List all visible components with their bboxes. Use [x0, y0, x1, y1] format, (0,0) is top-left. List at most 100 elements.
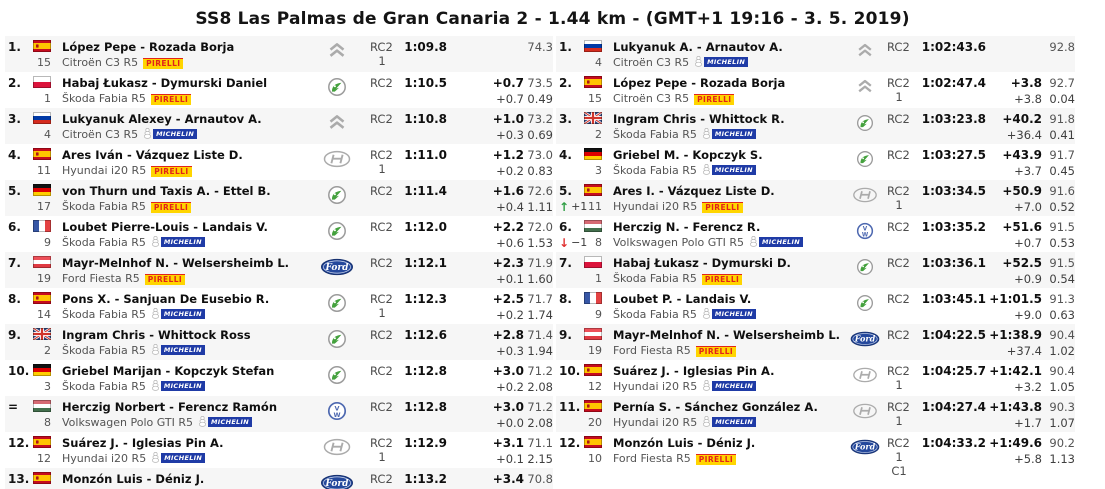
loss-coefficient: 0.53 — [1049, 236, 1075, 250]
gap-to-leader: +3.0 — [492, 400, 524, 414]
gap-to-leader: +1.2 — [492, 148, 524, 162]
crew-names[interactable]: Ingram Chris - Whittock Ross — [62, 328, 251, 342]
class-cell: RC2 — [365, 112, 399, 142]
crew-names[interactable]: Ingram Chris - Whittock R. — [613, 112, 785, 126]
gap-to-previous: +0.2 — [496, 164, 524, 178]
result-row: 12. 10 Monzón Luis - Déniz J. Ford Fiest… — [556, 432, 1075, 478]
pirelli-logo-icon: PIRELLI — [146, 200, 192, 214]
car-number: 9 — [44, 236, 51, 249]
loss-coefficient: 1.94 — [527, 344, 553, 358]
avg-speed: 91.6 — [1049, 184, 1075, 198]
position: 12. — [559, 436, 581, 450]
crew-names[interactable]: Pernía S. - Sánchez González A. — [613, 400, 818, 414]
position: 6. — [8, 220, 21, 234]
class-label: RC2 — [370, 400, 393, 414]
crew-names[interactable]: López Pepe - Rozada Borja — [613, 76, 786, 90]
car-model: Citroën C3 R5 — [613, 92, 690, 105]
result-row: 9. 19 Mayr-Melnhof N. - Welsersheimb L. … — [556, 324, 1075, 360]
class-cell: RC2 — [882, 112, 912, 142]
gap-to-previous: +0.4 — [496, 200, 524, 214]
class-cell: RC2 — [365, 400, 399, 430]
avg-speed: 71.2 — [527, 400, 553, 414]
gap-to-leader: +2.3 — [492, 256, 524, 270]
result-row: 7. 19 Mayr-Melnhof N. - Welsersheimb L. … — [5, 252, 553, 288]
gap-to-leader — [986, 40, 1042, 54]
class-cell: RC2 — [882, 220, 912, 250]
crew-names[interactable]: Ares I. - Vázquez Liste D. — [613, 184, 775, 198]
position: 6. — [559, 220, 572, 234]
michelin-logo-icon: MICHELIN — [146, 343, 205, 359]
hu-flag-icon — [33, 400, 55, 414]
loss-coefficient: 0.52 — [1049, 200, 1075, 214]
car-number: 14 — [37, 308, 51, 321]
svg-text:W: W — [333, 411, 340, 419]
crew-names[interactable]: Mayr-Melnhof N. - Welsersheimb L. — [613, 328, 841, 342]
loss-coefficient: 0.45 — [1049, 164, 1075, 178]
crew-names[interactable]: Lukyanuk A. - Arnautov A. — [613, 40, 783, 54]
crew-names[interactable]: Loubet P. - Landais V. — [613, 292, 752, 306]
crew-names[interactable]: Loubet Pierre-Louis - Landais V. — [62, 220, 268, 234]
crew-names[interactable]: Mayr-Melnhof N. - Welsersheimb L. — [62, 256, 290, 270]
position: 12. — [8, 436, 30, 450]
result-row: 2. 1 Habaj Łukasz - Dymurski Daniel Škod… — [5, 72, 553, 108]
class-cell: RC2 — [365, 328, 399, 358]
loss-coefficient: 1.05 — [1049, 380, 1075, 394]
ru-flag-icon — [33, 112, 55, 126]
class-label: RC2 — [370, 40, 393, 54]
car-model: Volkswagen Polo GTI R5 — [613, 236, 745, 249]
loss-coefficient — [1042, 56, 1075, 70]
class-cell: RC2 — [882, 40, 912, 70]
gap-to-previous — [447, 56, 524, 70]
avg-speed: 90.4 — [1049, 364, 1075, 378]
crew-names[interactable]: Lukyanuk Alexey - Arnautov A. — [62, 112, 262, 126]
ru-flag-icon — [584, 40, 606, 54]
result-row: 8. 14 Pons X. - Sanjuan De Eusebio R. Šk… — [5, 288, 553, 324]
citroen-logo-icon — [848, 40, 882, 70]
crew-names[interactable]: Monzón Luis - Déniz J. — [613, 436, 756, 450]
gap-to-previous: +0.2 — [496, 380, 524, 394]
crew-names[interactable]: Griebel M. - Kopczyk S. — [613, 148, 763, 162]
gap-to-previous: +0.3 — [496, 344, 524, 358]
loss-coefficient: 0.69 — [527, 128, 553, 142]
crew-names[interactable]: von Thurn und Taxis A. - Ettel B. — [62, 184, 271, 198]
car-model: Volkswagen Polo GTI R5 — [62, 416, 194, 429]
crew-names[interactable]: Habaj Łukasz - Dymurski Daniel — [62, 76, 268, 90]
class-label: RC2 — [370, 364, 393, 378]
class-label: RC2 — [887, 364, 910, 378]
class-cell: RC2 — [882, 148, 912, 178]
de-flag-icon — [33, 184, 55, 198]
result-row: 13. Monzón Luis - Déniz J. Ford RC2 1:13… — [5, 468, 553, 489]
position: 8. — [8, 292, 21, 306]
avg-speed: 90.2 — [1049, 436, 1075, 450]
position: 9. — [559, 328, 572, 342]
car-model: Škoda Fabia R5 — [613, 272, 697, 285]
skoda-logo-icon — [309, 76, 365, 106]
class-cell: RC2 1 — [365, 40, 399, 70]
class-label: RC2 — [370, 328, 393, 342]
gap-to-previous: +3.7 — [1014, 164, 1042, 178]
crew-names[interactable]: Habaj Łukasz - Dymurski D. — [613, 256, 791, 270]
michelin-logo-icon: MICHELIN — [697, 307, 756, 323]
gap-to-previous: +3.8 — [1014, 92, 1042, 106]
result-row: 6. ↓ −1 8 Herczig N. - Ferencz R. Volkswa… — [556, 216, 1075, 252]
crew-names[interactable]: Suárez J. - Iglesias Pin A. — [613, 364, 775, 378]
crew-names[interactable]: Ares Iván - Vázquez Liste D. — [62, 148, 243, 162]
crew-names[interactable]: Herczig Norbert - Ferencz Ramón — [62, 400, 278, 414]
crew-names[interactable]: Monzón Luis - Déniz J. — [62, 472, 205, 486]
michelin-logo-icon: MICHELIN — [146, 235, 205, 251]
avg-speed: 73.2 — [527, 112, 553, 126]
car-number: 9 — [595, 308, 602, 321]
skoda-logo-icon — [309, 220, 365, 250]
gap-to-leader: +1.0 — [492, 112, 524, 126]
crew-names[interactable]: Pons X. - Sanjuan De Eusebio R. — [62, 292, 270, 306]
class-label: RC2 — [887, 184, 910, 198]
crew-names[interactable]: Griebel Marijan - Kopczyk Stefan — [62, 364, 275, 378]
loss-coefficient: 1.11 — [527, 200, 553, 214]
class-label: RC2 — [887, 40, 910, 54]
car-number: 19 — [37, 272, 51, 285]
crew-names[interactable]: Suárez J. - Iglesias Pin A. — [62, 436, 224, 450]
crew-names[interactable]: López Pepe - Rozada Borja — [62, 40, 235, 54]
loss-coefficient — [524, 56, 553, 70]
crew-names[interactable]: Herczig N. - Ferencz R. — [613, 220, 761, 234]
